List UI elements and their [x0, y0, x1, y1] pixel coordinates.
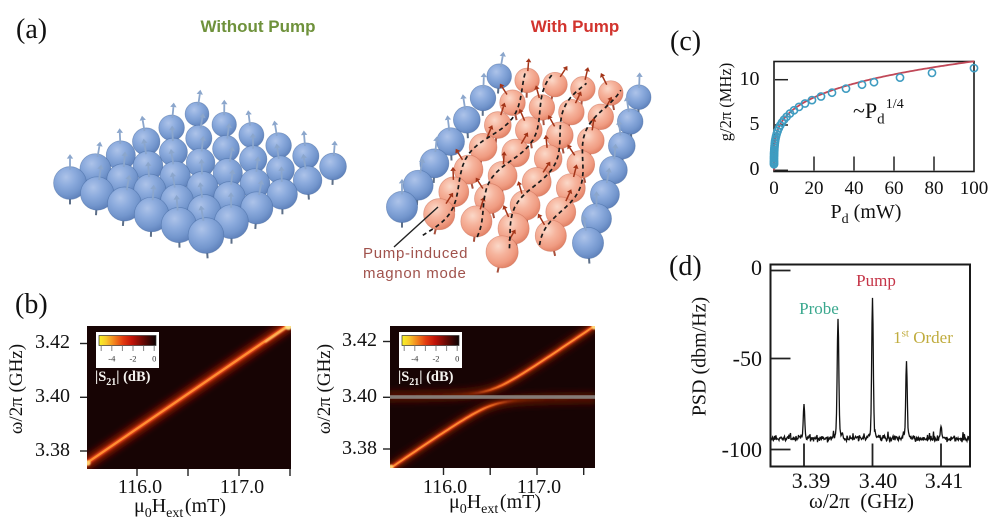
- svg-text:-2: -2: [432, 354, 439, 364]
- svg-text:0: 0: [152, 354, 156, 364]
- svg-text:0: 0: [455, 354, 459, 364]
- svg-text:-4: -4: [108, 354, 116, 364]
- svg-text:-2: -2: [129, 354, 136, 364]
- svg-text:-4: -4: [411, 354, 419, 364]
